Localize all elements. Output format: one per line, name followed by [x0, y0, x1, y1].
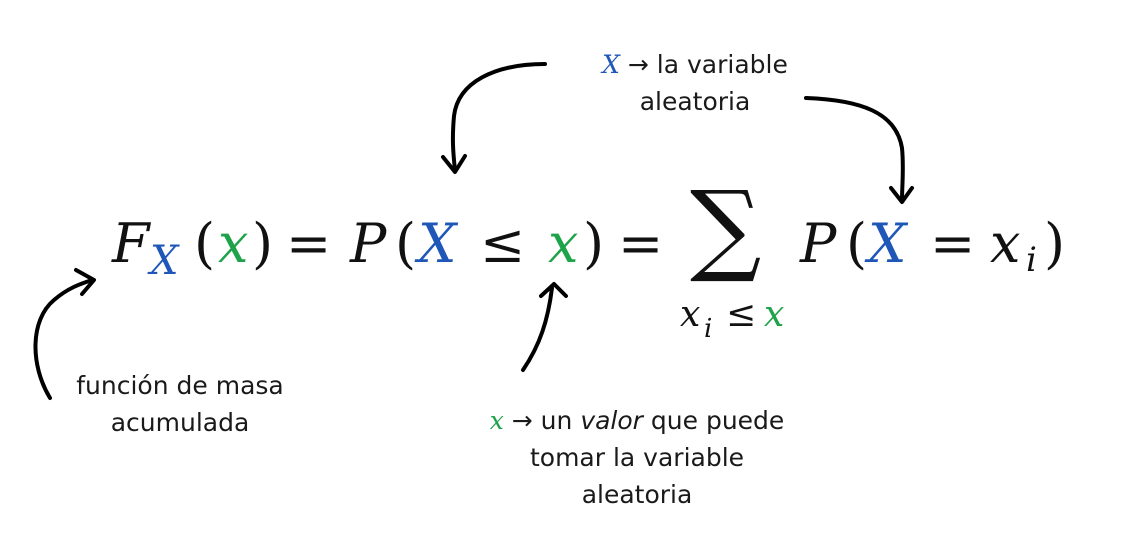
arrowhead-x [539, 282, 568, 298]
arrowhead-last-X [889, 186, 914, 204]
formula-open-paren: ( [194, 212, 216, 275]
random-variable-line1: la variable [656, 50, 788, 79]
random-variable-symbol: X [602, 50, 620, 79]
formula-P-1: P [350, 212, 387, 275]
formula-xi-subscript: i [1026, 240, 1037, 280]
value-note-valor: valor [580, 406, 643, 435]
value-note-un: un [540, 406, 573, 435]
arrowhead-first-X [441, 154, 467, 174]
value-symbol: x [489, 406, 504, 435]
formula-equals-2: = [618, 212, 664, 275]
formula-close-paren: ) [252, 212, 274, 275]
formula-close-paren: ) [1044, 212, 1066, 275]
cdf-note-line2: acumulada [110, 408, 250, 437]
value-note: x → un valor que puede tomar la variable… [452, 402, 822, 513]
formula-equals-3: = [930, 212, 976, 275]
formula-x: x [218, 212, 249, 275]
arrow-to-first-X [450, 62, 547, 172]
random-variable-line2: aleatoria [639, 87, 751, 116]
arrow-to-x [521, 286, 554, 372]
formula-F-subscript: X [150, 238, 179, 284]
formula-leq: ≤ [480, 212, 526, 275]
formula-open-paren: ( [846, 212, 868, 275]
value-note-line2: tomar la variable [529, 443, 745, 472]
summation-index-i: i [704, 314, 713, 344]
formula-X: X [418, 212, 457, 275]
arrow-to-last-X [804, 96, 905, 202]
summation-sign: ∑ [690, 169, 762, 286]
cdf-note: función de masa acumulada [50, 367, 310, 441]
summation-leq: ≤ [726, 294, 757, 335]
arrow-to-cdf [33, 278, 94, 400]
arrowhead-cdf [74, 268, 96, 296]
formula-xi: x [990, 212, 1021, 275]
value-note-que-puede: que puede [650, 406, 785, 435]
cdf-note-line1: función de masa [76, 371, 284, 400]
arrow-glyph: → [511, 406, 533, 435]
summation-index-x: x [680, 294, 701, 335]
formula-equals-1: = [286, 212, 332, 275]
formula-P-2: P [800, 212, 837, 275]
random-variable-note: X → la variable aleatoria [560, 46, 830, 120]
formula-open-paren: ( [395, 212, 417, 275]
arrow-glyph: → [627, 50, 649, 79]
formula-close-paren: ) [583, 212, 605, 275]
value-note-line3: aleatoria [581, 480, 693, 509]
formula-X: X [868, 212, 907, 275]
formula-x: x [548, 212, 579, 275]
formula-F: F [112, 212, 150, 275]
summation-bound-x: x [764, 294, 785, 335]
